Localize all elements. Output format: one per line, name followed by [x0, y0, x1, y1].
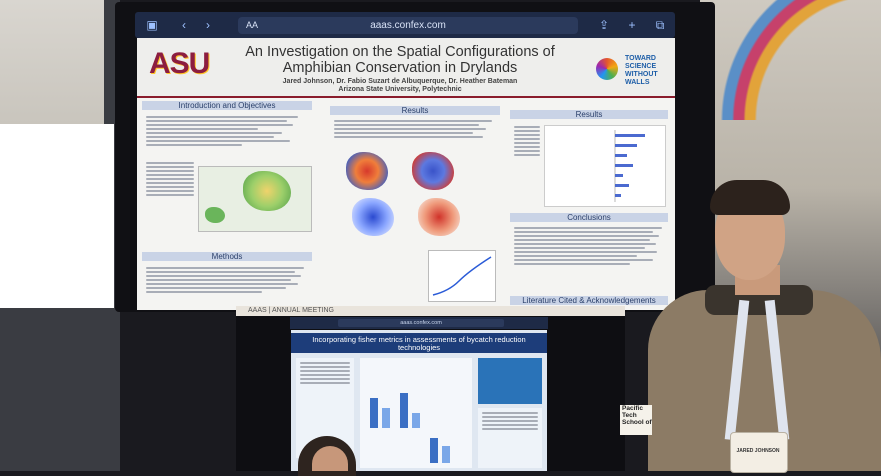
address-bar-secondary[interactable]: aaas.confex.com: [338, 319, 504, 327]
bar-3: [615, 154, 627, 157]
sweater-fabric: [0, 0, 104, 124]
bar-1: [615, 134, 645, 137]
map-richness-b: [412, 152, 454, 190]
badge-name: JARED JOHNSON: [736, 448, 780, 454]
poster-bycatch-conclusions: [478, 408, 542, 468]
line-plot-curve: [432, 256, 492, 296]
dryland-map-figure: [198, 166, 312, 232]
results-right-bullets: [514, 124, 540, 158]
section-literature-heading: Literature Cited & Acknowledgements: [510, 296, 668, 305]
bar-5: [615, 174, 623, 177]
section-conclusions-heading: Conclusions: [510, 213, 668, 222]
bycatch-bar-4: [412, 413, 420, 428]
forward-icon[interactable]: ›: [206, 18, 210, 32]
back-icon[interactable]: ‹: [182, 18, 186, 32]
new-tab-icon[interactable]: +: [628, 18, 636, 32]
line-plot-svg: [432, 256, 492, 296]
partner-logo-icon: [596, 58, 618, 80]
map-richness-a: [346, 152, 388, 190]
poster-header: [137, 38, 675, 98]
asu-logo: ASU: [149, 47, 210, 80]
intro-bullets: [146, 114, 306, 148]
bar-chart-svg: [614, 130, 645, 202]
bycatch-bar-2: [382, 408, 390, 428]
authors-line: Jared Johnson, Dr. Fabio Suzart de Albuq…: [282, 78, 518, 85]
text-size-button[interactable]: AA: [246, 20, 259, 30]
intro-bullets-2: [146, 160, 194, 198]
bar-6: [615, 184, 629, 187]
aaas-banner: [236, 306, 625, 316]
bar-2: [615, 144, 637, 147]
share-icon[interactable]: ⇪: [598, 18, 610, 32]
bycatch-bar-6: [442, 446, 450, 463]
tabs-icon[interactable]: ⧉: [655, 18, 665, 32]
section-methods-heading: Methods: [142, 252, 312, 261]
white-panel: [0, 124, 114, 308]
results-bullets: [334, 118, 499, 140]
affiliation-line: Arizona State University, Polytechnic: [338, 86, 462, 93]
person-hair: [710, 180, 790, 215]
section-results-heading: Results: [330, 106, 500, 115]
poster-title: An Investigation on the Spatial Configur…: [245, 44, 555, 76]
bar-7: [615, 194, 621, 197]
browser-toolbar: ▣ ‹ › ↻ ⇪ + ⧉: [135, 12, 675, 38]
bycatch-bar-3: [400, 393, 408, 428]
decorative-arcs: [690, 0, 881, 120]
poster-bycatch-results: [360, 358, 472, 468]
methods-bullets: [146, 265, 311, 295]
bar-chart-figure: [544, 125, 666, 207]
poster-authors: Jared Johnson, Dr. Fabio Suzart de Albuq…: [230, 78, 570, 94]
bar-4: [615, 164, 633, 167]
address-bar[interactable]: AA aaas.confex.com: [238, 17, 578, 34]
poster-bycatch-header: [291, 333, 547, 353]
line-plot-figure: [428, 250, 496, 302]
booth-sign: Pacific Tech School of: [620, 405, 652, 435]
map-richness-d: [418, 198, 460, 236]
partner-logo-text: TOWARD SCIENCE WITHOUT WALLS: [625, 55, 658, 86]
viewer-face: [312, 446, 348, 471]
map-richness-c: [352, 198, 394, 236]
bycatch-bar-1: [370, 398, 378, 428]
sidebar-icon[interactable]: ▣: [146, 18, 158, 32]
conclusions-bullets: [514, 225, 668, 267]
bycatch-bar-5: [430, 438, 438, 463]
section-intro-heading: Introduction and Objectives: [142, 101, 312, 110]
url-text: aaas.confex.com: [370, 20, 446, 31]
poster-bycatch-photo: [478, 358, 542, 404]
poster-bycatch-title: Incorporating fisher metrics in assessme…: [312, 335, 526, 352]
aaas-banner-text: AAAS | ANNUAL MEETING: [248, 307, 334, 314]
bycatch-chart-svg: [370, 393, 450, 463]
section-results-right-heading: Results: [510, 110, 668, 119]
